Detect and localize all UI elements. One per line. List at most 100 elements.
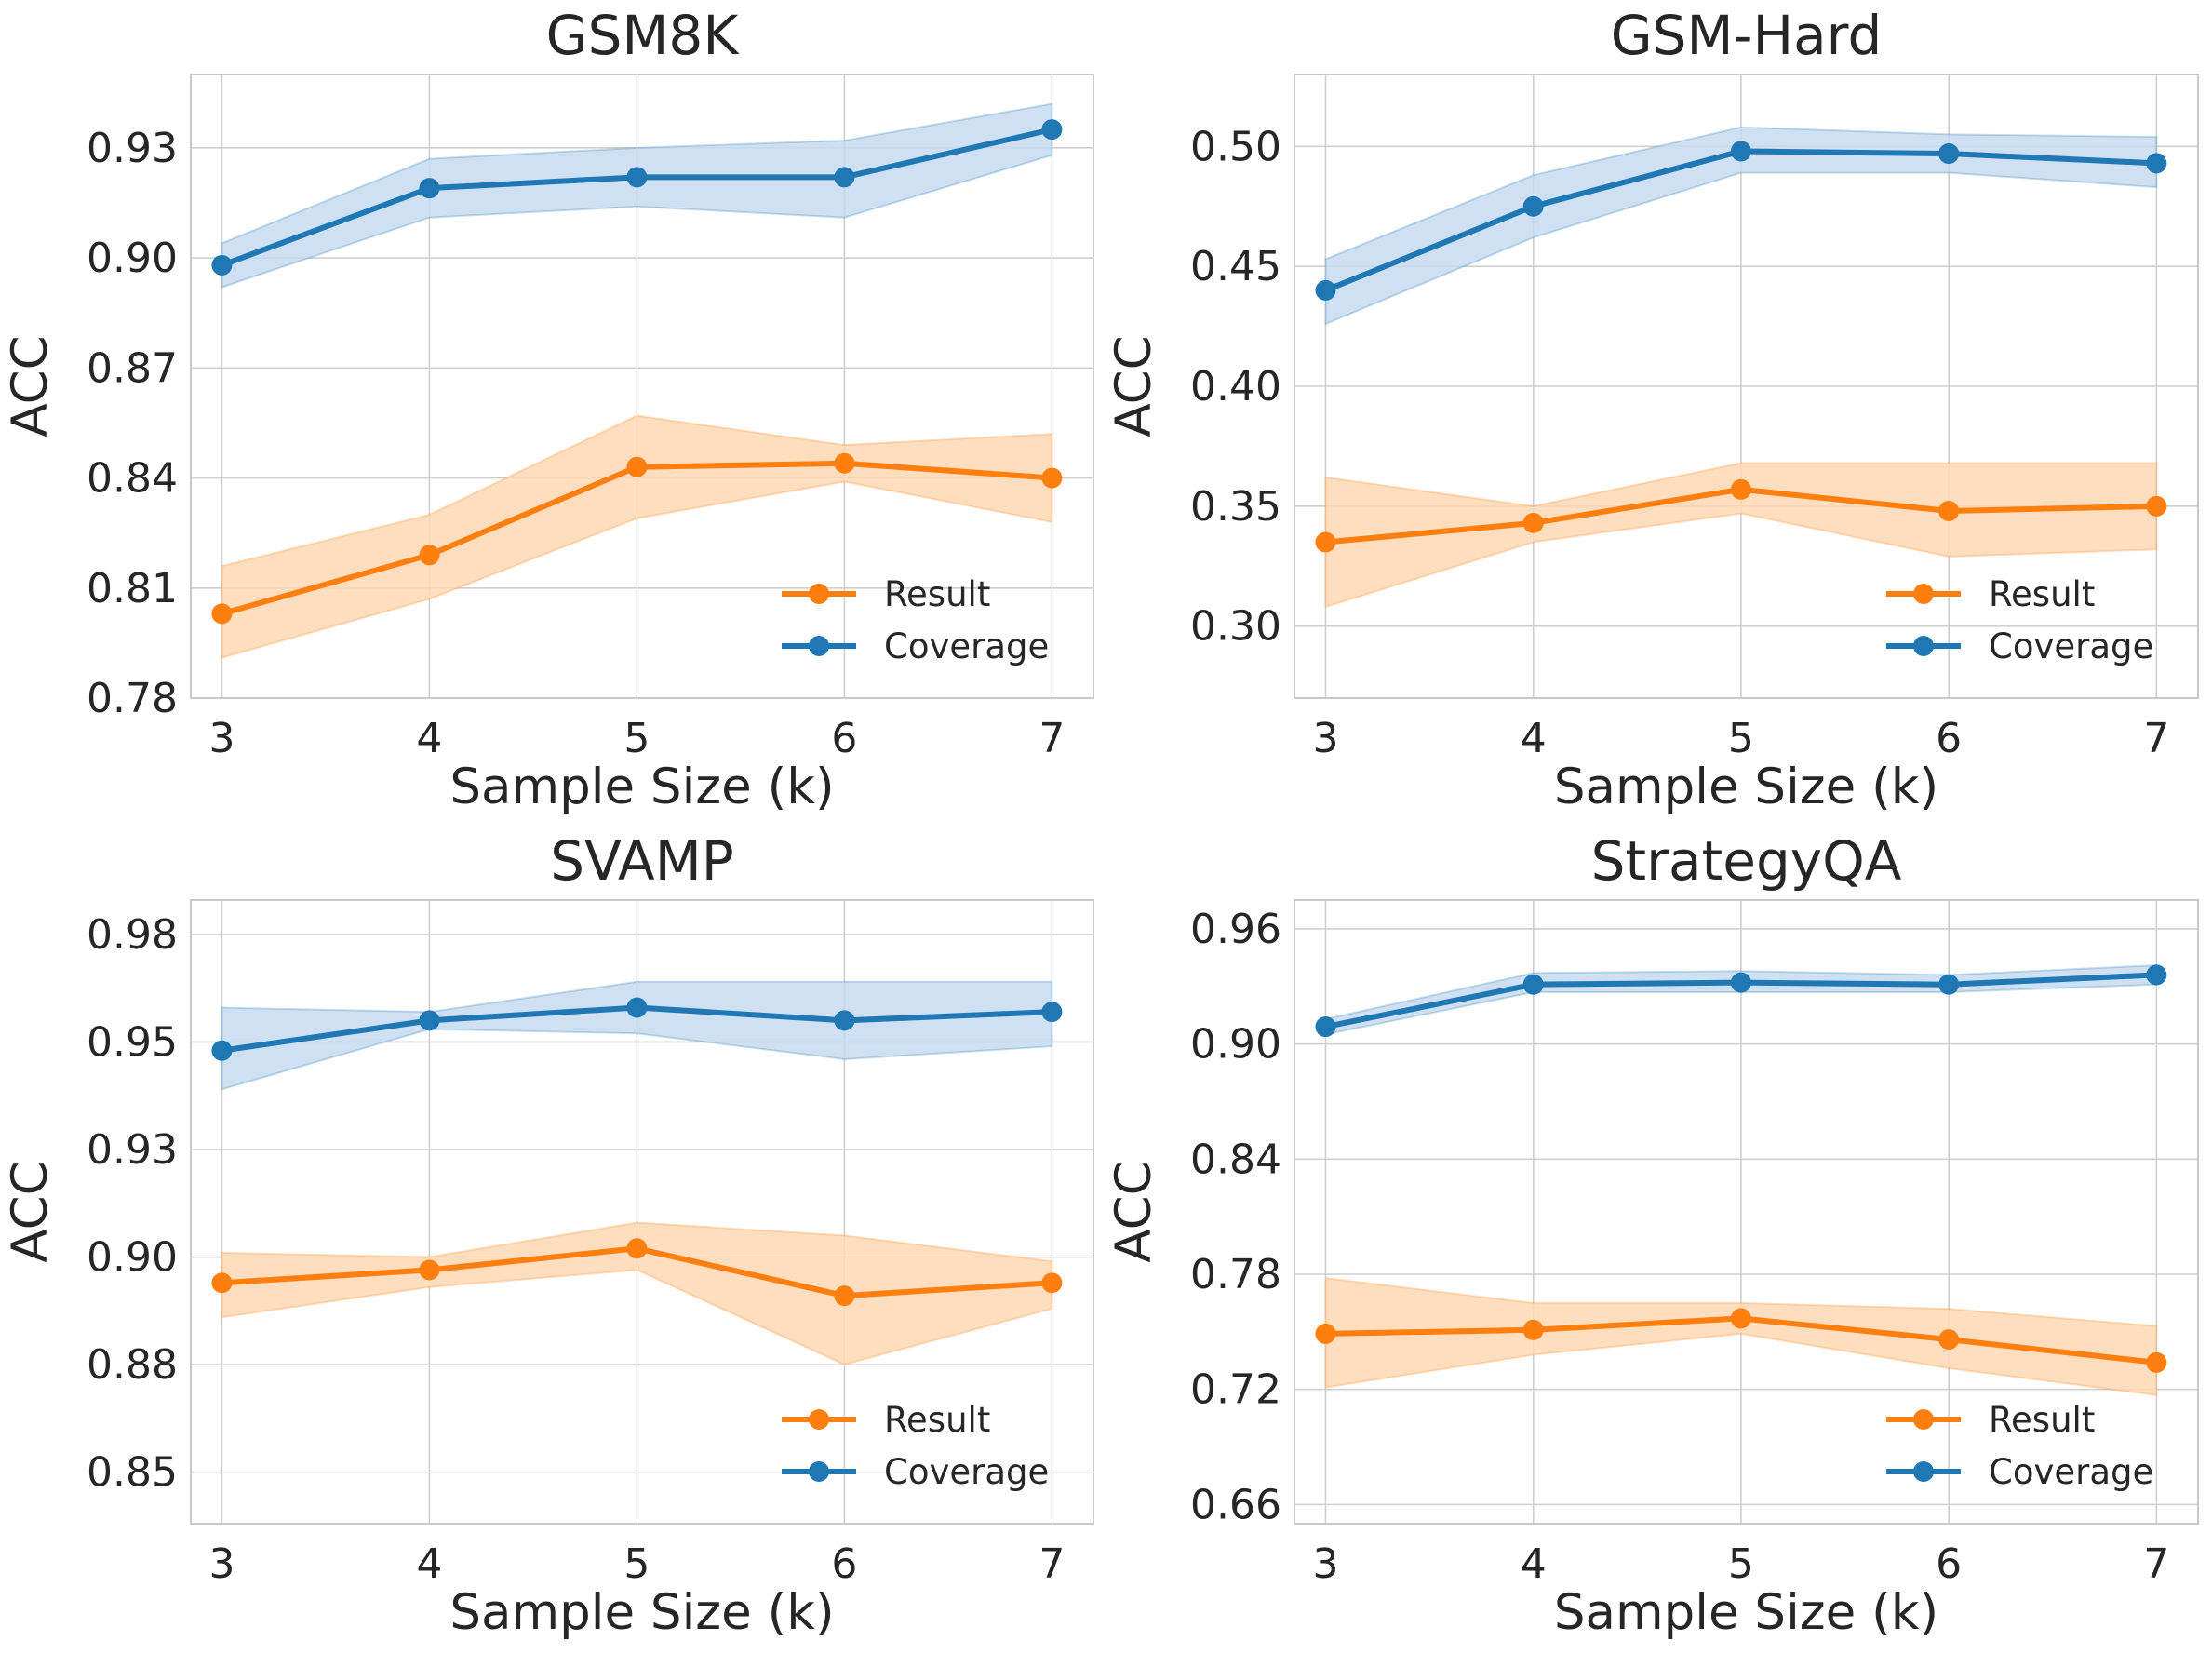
y-tick-label: 0.90 — [87, 235, 178, 282]
y-tick-label: 0.66 — [1190, 1481, 1281, 1528]
y-tick-label: 0.93 — [87, 1126, 178, 1174]
y-tick-label: 0.87 — [87, 344, 178, 392]
legend-result-label: Result — [884, 1400, 990, 1440]
result-confidence-band — [1324, 462, 2158, 609]
legend-coverage-label: Coverage — [1989, 1452, 2153, 1492]
coverage-confidence-band — [1324, 126, 2158, 326]
x-tick-label: 3 — [208, 1540, 235, 1588]
x-tick-label: 4 — [1521, 1540, 1547, 1588]
subplot-strategyqa: 3 4 5 6 7 0.66 0.72 0.78 0.84 0.90 0.96 StrategyQA… — [1106, 829, 2199, 1641]
legend-result-label: Result — [884, 574, 990, 614]
result-point — [1522, 512, 1544, 533]
subplot-gsm-hard: 3 4 5 6 7 0.30 0.35 0.40 0.45 0.50 GSM-Hard Sampl… — [1106, 4, 2199, 815]
y-tick-label: 0.93 — [87, 125, 178, 172]
subplot-title: GSM-Hard — [1611, 4, 1883, 67]
result-point — [626, 1238, 648, 1259]
legend-result-marker — [809, 1409, 829, 1430]
y-tick-label: 0.78 — [1190, 1251, 1281, 1298]
coverage-confidence-band — [221, 102, 1053, 289]
subplot-gsm8k: 3 4 5 6 7 0.78 0.81 0.84 0.87 0.90 0.93 GSM8K Samp… — [2, 4, 1094, 815]
y-axis-label: ACC — [1106, 335, 1162, 437]
legend-coverage-marker — [809, 1461, 829, 1482]
y-tick-label: 0.85 — [87, 1449, 178, 1497]
plot-area: 3 4 5 6 7 0.30 0.35 0.40 0.45 0.50 — [1190, 74, 2199, 762]
x-axis-label: Sample Size (k) — [449, 1584, 834, 1641]
result-confidence-band — [221, 1221, 1053, 1366]
result-point — [2146, 1351, 2167, 1373]
result-point — [834, 1285, 855, 1307]
y-tick-label: 0.35 — [1190, 483, 1281, 531]
axes-frame — [190, 74, 1094, 699]
coverage-point — [834, 1010, 855, 1031]
plot-area: 3 4 5 6 7 0.66 0.72 0.78 0.84 0.90 0.96 — [1190, 899, 2199, 1588]
legend-coverage-label: Coverage — [884, 626, 1049, 666]
x-tick-label: 7 — [1039, 715, 1065, 762]
coverage-point — [211, 1040, 233, 1061]
result-point — [2146, 495, 2167, 517]
result-point — [419, 545, 440, 566]
coverage-point — [834, 167, 855, 188]
coverage-point — [1041, 119, 1063, 141]
y-tick-label: 0.30 — [1190, 603, 1281, 651]
result-point — [626, 456, 648, 477]
y-axis-label: ACC — [2, 1161, 59, 1262]
y-tick-label: 0.98 — [87, 911, 178, 959]
subplot-title: GSM8K — [546, 4, 741, 67]
coverage-point — [1315, 279, 1336, 301]
y-tick-label: 0.40 — [1190, 363, 1281, 410]
result-point — [834, 452, 855, 474]
x-axis-label: Sample Size (k) — [1554, 1584, 1938, 1641]
x-tick-label: 4 — [416, 715, 442, 762]
coverage-point — [1938, 974, 1960, 995]
coverage-point — [626, 997, 648, 1018]
legend-result-marker — [1913, 1409, 1934, 1430]
coverage-point — [1041, 1002, 1063, 1023]
y-tick-label: 0.88 — [87, 1341, 178, 1389]
coverage-point — [626, 167, 648, 188]
x-tick-label: 5 — [1728, 715, 1754, 762]
coverage-point — [2146, 153, 2167, 174]
result-point — [211, 603, 233, 625]
result-point — [211, 1272, 233, 1294]
coverage-point — [1522, 974, 1544, 995]
coverage-point — [419, 178, 440, 199]
legend-coverage-label: Coverage — [884, 1452, 1049, 1492]
legend-result-marker — [809, 584, 829, 604]
x-tick-label: 5 — [623, 1540, 650, 1588]
y-tick-label: 0.90 — [1190, 1021, 1281, 1069]
x-axis-label: Sample Size (k) — [449, 759, 834, 815]
x-tick-label: 6 — [831, 1540, 857, 1588]
coverage-point — [1730, 972, 1751, 993]
legend-result-marker — [1913, 584, 1934, 604]
x-tick-label: 6 — [1936, 1540, 1962, 1588]
x-tick-label: 7 — [2143, 1540, 2169, 1588]
axes-frame — [190, 899, 1094, 1525]
coverage-point — [1730, 141, 1751, 162]
legend-coverage-marker — [1913, 636, 1934, 656]
coverage-point — [1938, 143, 1960, 165]
y-tick-label: 0.84 — [87, 455, 178, 503]
subplot-title: SVAMP — [550, 829, 733, 893]
x-tick-label: 3 — [1312, 715, 1338, 762]
result-point — [1041, 1272, 1063, 1294]
x-tick-label: 7 — [2143, 715, 2169, 762]
x-tick-label: 6 — [831, 715, 857, 762]
result-point — [419, 1259, 440, 1281]
x-tick-label: 5 — [623, 715, 650, 762]
legend-coverage-label: Coverage — [1989, 626, 2153, 666]
result-point — [1041, 467, 1063, 489]
result-point — [1730, 1308, 1751, 1329]
legend-result-label: Result — [1989, 574, 2095, 614]
result-point — [1938, 1329, 1960, 1351]
y-tick-label: 0.45 — [1190, 243, 1281, 290]
coverage-point — [2146, 964, 2167, 986]
x-tick-label: 3 — [208, 715, 235, 762]
x-tick-label: 7 — [1039, 1540, 1065, 1588]
result-confidence-band — [221, 414, 1053, 659]
legend-coverage-marker — [809, 636, 829, 656]
legend-result-label: Result — [1989, 1400, 2095, 1440]
y-axis-label: ACC — [2, 335, 59, 437]
axes-frame — [1294, 899, 2199, 1525]
subplot-svamp: 3 4 5 6 7 0.85 0.88 0.90 0.93 0.95 0.98 SVAMP Samp… — [2, 829, 1094, 1641]
